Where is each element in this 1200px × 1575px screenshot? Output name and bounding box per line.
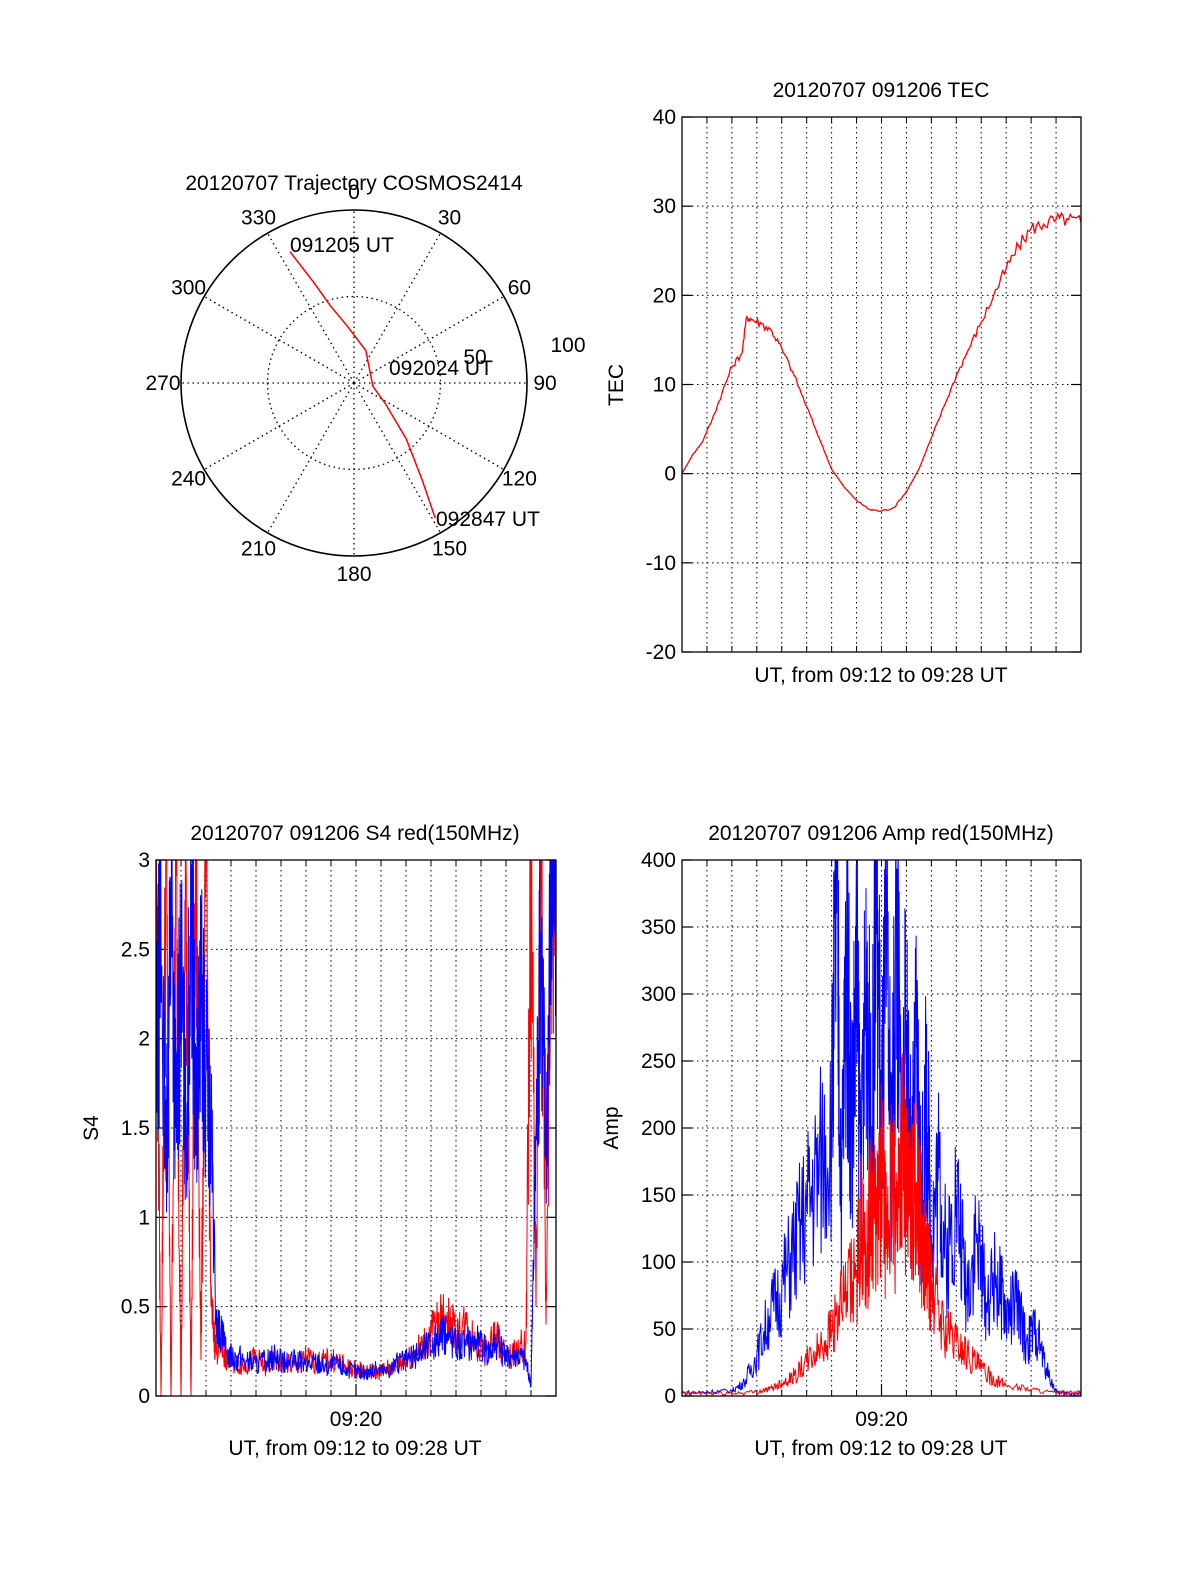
polar-time-annotation: 091205 UT [290,234,394,257]
polar-spoke [266,232,355,384]
y-tick-label: 1.5 [121,1117,150,1140]
amp-xlabel: UT, from 09:12 to 09:28 UT [754,1437,1007,1460]
amp-title: 20120707 091206 Amp red(150MHz) [708,822,1054,845]
y-tick-label: 2.5 [121,938,150,961]
polar-angle-label: 0 [348,181,360,204]
amp-ylabel: Amp [600,1106,623,1149]
x-tick-label: 09:20 [855,1408,908,1431]
series-line-blue [156,860,556,1388]
plot-frame [155,859,557,1397]
y-tick-label: 0 [664,1385,676,1408]
polar-title: 20120707 Trajectory COSMOS2414 [185,172,523,195]
tec-title: 20120707 091206 TEC [773,79,990,102]
y-tick-label: 200 [641,1117,676,1140]
polar-angle-label: 150 [432,537,467,560]
polar-radial-label: 100 [550,334,585,357]
y-tick-label: 10 [653,374,676,397]
polar-angle-label: 270 [145,372,180,395]
polar-time-annotation: 092847 UT [436,508,540,531]
polar-trajectory-chart: 20120707 Trajectory COSMOS2414 0 30 60 90 12… [145,172,585,586]
y-tick-label: 2 [138,1028,150,1051]
polar-angle-label: 240 [171,468,206,491]
y-tick-label: 3 [138,849,150,872]
polar-ring-50 [266,295,442,471]
polar-angle-label: 330 [241,207,276,230]
polar-angle-label: 300 [171,277,206,300]
y-tick-label: 150 [641,1184,676,1207]
tec-ylabel: TEC [605,364,628,406]
series-line-blue [682,860,1081,1396]
y-tick-label: 30 [653,195,676,218]
y-tick-label: -20 [646,641,676,664]
y-tick-label: 40 [653,106,676,129]
polar-spoke [353,232,442,384]
y-tick-label: 0 [138,1385,150,1408]
polar-radial-label: 50 [463,346,486,369]
y-tick-label: 350 [641,916,676,939]
y-tick-label: -10 [646,552,676,575]
polar-spoke [203,295,355,384]
plot-frame [681,859,1082,1397]
polar-ring-outer [180,209,528,557]
y-tick-label: 20 [653,284,676,307]
y-tick-label: 1 [138,1206,150,1229]
s4-title: 20120707 091206 S4 red(150MHz) [190,822,519,845]
y-tick-label: 0.5 [121,1296,150,1319]
polar-angle-label: 60 [508,277,531,300]
series-line-red [682,1053,1081,1396]
polar-angle-label: 30 [438,207,461,230]
y-tick-label: 300 [641,983,676,1006]
s4-xlabel: UT, from 09:12 to 09:28 UT [228,1437,481,1460]
amp-chart: 20120707 091206 Amp red(150MHz) UT, from… [600,822,1082,1460]
polar-time-annotation: 092024 UT [389,357,493,380]
y-tick-label: 250 [641,1050,676,1073]
polar-angle-label: 90 [533,372,556,395]
polar-angle-label: 210 [241,537,276,560]
s4-ylabel: S4 [80,1115,103,1141]
plot-frame [681,116,1082,653]
polar-spoke [353,295,505,384]
s4-chart: 20120707 091206 S4 red(150MHz) UT, from … [80,822,557,1460]
tec-chart: 20120707 091206 TEC UT, from 09:12 to 09… [605,79,1082,687]
polar-angle-label: 120 [502,468,537,491]
y-tick-label: 0 [664,463,676,486]
series-line-red [682,211,1081,512]
y-tick-label: 400 [641,849,676,872]
y-tick-label: 100 [641,1251,676,1274]
tec-xlabel: UT, from 09:12 to 09:28 UT [754,664,1007,687]
y-tick-label: 50 [653,1318,676,1341]
x-tick-label: 09:20 [330,1408,383,1431]
polar-angle-label: 180 [336,563,371,586]
polar-trajectory-line [289,251,436,519]
series-line-red [156,860,556,1396]
